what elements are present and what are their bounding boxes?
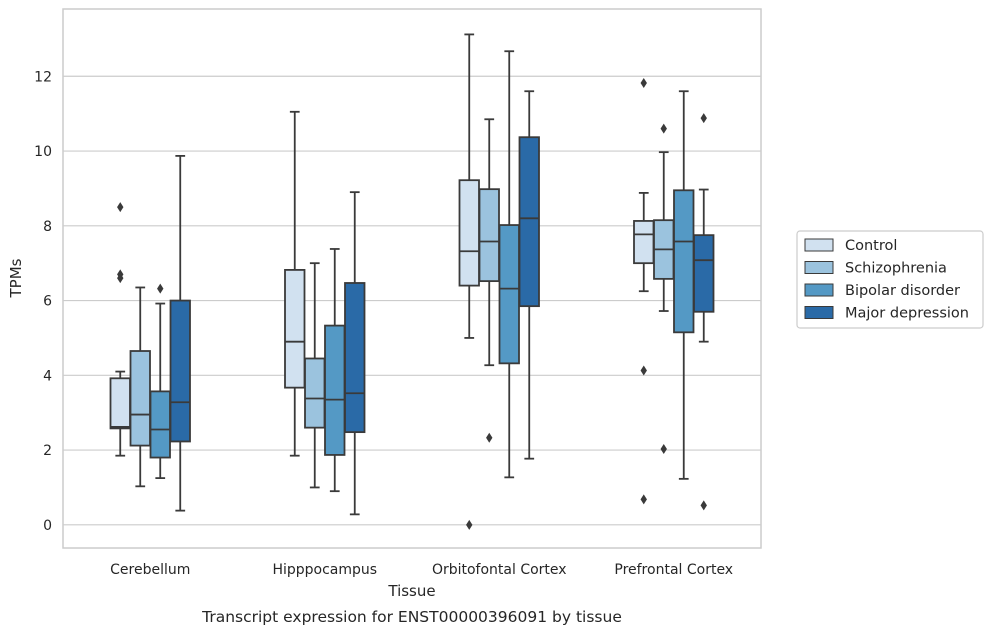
legend-swatch — [804, 306, 834, 319]
outlier-point — [157, 283, 164, 294]
x-tick-label: Orbitofontal Cortex — [432, 562, 567, 578]
outlier-point — [117, 273, 124, 284]
box-schizophrenia — [478, 118, 500, 443]
box-bipolar-disorder — [149, 283, 171, 480]
x-tick-label: Prefrontal Cortex — [614, 562, 733, 578]
legend-box — [796, 230, 984, 329]
y-tick-label: 0 — [43, 518, 52, 534]
outlier-point — [640, 78, 647, 89]
box-body — [633, 220, 655, 265]
box-body — [284, 269, 306, 389]
outlier-point — [640, 494, 647, 505]
outlier-point — [117, 202, 124, 213]
legend-label: Control — [845, 238, 897, 254]
box-control — [284, 110, 306, 457]
box-control — [109, 202, 131, 457]
box-body — [324, 324, 346, 456]
chart-caption: Transcript expression for ENST0000039609… — [201, 608, 622, 626]
box-body — [458, 179, 480, 287]
box-body — [478, 188, 500, 283]
legend-swatch — [804, 261, 834, 274]
box-body — [498, 224, 520, 365]
box-bipolar-disorder — [324, 248, 346, 493]
y-tick-label: 8 — [43, 219, 52, 235]
y-axis-title: TPMs — [7, 258, 25, 298]
x-tick-label: Cerebellum — [110, 562, 190, 578]
box-body — [693, 234, 715, 313]
y-tick-label: 6 — [43, 294, 52, 310]
outlier-point — [466, 519, 473, 530]
legend-label: Major depression — [845, 306, 969, 322]
y-tick-label: 12 — [34, 69, 52, 85]
box-major-depression — [169, 154, 191, 512]
x-tick-label: Hipppocampus — [272, 562, 377, 578]
box-schizophrenia — [304, 262, 326, 489]
legend-swatch — [804, 238, 834, 252]
box-major-depression — [518, 90, 540, 460]
box-body — [149, 390, 171, 459]
y-tick-label: 2 — [43, 443, 52, 459]
box-bipolar-disorder — [498, 50, 520, 479]
box-major-depression — [693, 113, 715, 511]
box-body — [169, 299, 191, 443]
y-tick-label: 4 — [43, 368, 52, 384]
box-body — [518, 136, 540, 308]
y-tick-label: 10 — [34, 144, 52, 160]
outlier-point — [660, 123, 667, 134]
legend-swatch — [804, 283, 834, 297]
box-schizophrenia — [653, 123, 675, 454]
legend-label: Schizophrenia — [845, 261, 947, 277]
outlier-point — [486, 432, 493, 443]
outlier-point — [700, 500, 707, 511]
x-axis-title: Tissue — [387, 582, 435, 600]
plot-frame — [62, 8, 762, 549]
box-body — [344, 282, 366, 434]
outlier-point — [640, 365, 647, 376]
outlier-point — [700, 113, 707, 124]
box-body — [129, 350, 151, 447]
box-body — [304, 357, 326, 429]
outlier-point — [660, 443, 667, 454]
box-body — [109, 377, 131, 430]
box-body — [673, 189, 695, 334]
box-major-depression — [344, 191, 366, 516]
legend-label: Bipolar disorder — [845, 283, 960, 299]
